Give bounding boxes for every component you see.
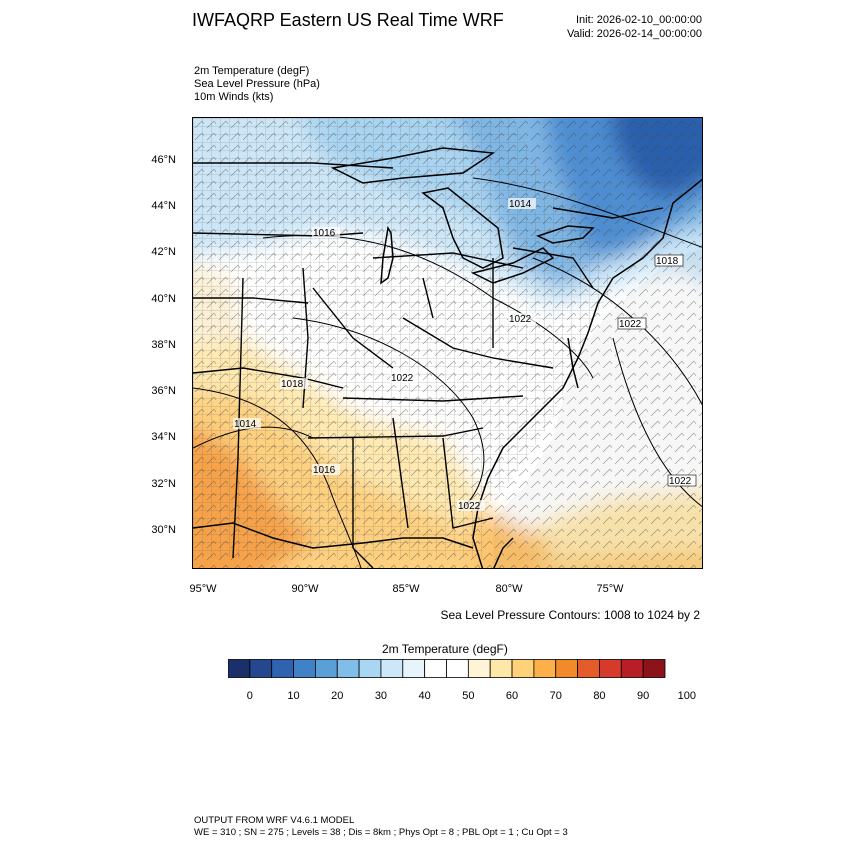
colorbar-swatch	[358, 659, 382, 678]
lat-tick-label: 44°N	[151, 200, 176, 212]
model-version: OUTPUT FROM WRF V4.6.1 MODEL	[194, 815, 355, 826]
run-info: Init: 2026-02-10_00:00:00 Valid: 2026-02…	[567, 13, 702, 41]
colorbar-swatch	[511, 659, 535, 678]
colorbar-swatch	[380, 659, 404, 678]
svg-text:1022: 1022	[391, 373, 414, 384]
isobar-label: 1014	[233, 418, 261, 430]
lat-tick-label: 34°N	[151, 431, 176, 443]
contour-note: Sea Level Pressure Contours: 1008 to 102…	[440, 608, 701, 622]
colorbar-swatch	[271, 659, 294, 678]
colorbar-swatch	[424, 659, 447, 678]
isobar-label: 1016	[312, 227, 340, 239]
lat-tick-label: 40°N	[151, 293, 176, 305]
colorbar-swatch	[446, 659, 469, 678]
colorbar-tick-label: 10	[287, 690, 300, 702]
map-canvas: 1014 1016 1018 1022 1022 1022 1018 1014 …	[193, 118, 702, 568]
colorbar-tick-label: 30	[374, 690, 388, 702]
svg-text:1022: 1022	[458, 501, 481, 512]
colorbar-tick-label: 40	[418, 690, 431, 702]
lat-tick-label: 46°N	[151, 154, 176, 166]
svg-text:1022: 1022	[619, 319, 642, 330]
svg-text:1014: 1014	[234, 419, 257, 430]
valid-time: Valid: 2026-02-14_00:00:00	[567, 28, 702, 40]
isobar-label: 1022	[667, 474, 697, 487]
colorbar-swatch	[315, 659, 338, 678]
lon-tick-label: 80°W	[495, 583, 523, 595]
colorbar-title: 2m Temperature (degF)	[382, 642, 508, 656]
colorbar-swatch	[599, 659, 622, 678]
isobar-label: 1018	[654, 254, 684, 267]
colorbar-tick-label: 0	[246, 690, 253, 702]
svg-text:1016: 1016	[313, 465, 336, 476]
isobar-label: 1022	[508, 313, 536, 325]
colorbar-tick-label: 70	[549, 690, 562, 702]
colorbar-tick-label: 90	[637, 690, 650, 702]
colorbar-swatch	[555, 659, 579, 678]
colorbar-swatch	[402, 659, 426, 678]
plot-title: IWFAQRP Eastern US Real Time WRF	[192, 10, 504, 30]
colorbar-swatch	[642, 659, 666, 678]
isobar-label: 1014	[508, 198, 536, 210]
field-pressure: Sea Level Pressure (hPa)	[194, 78, 320, 90]
colorbar-swatch	[293, 659, 316, 678]
lat-tick-label: 42°N	[151, 246, 176, 258]
colorbar-swatch	[577, 659, 600, 678]
init-time: Init: 2026-02-10_00:00:00	[576, 14, 702, 26]
lon-tick-label: 85°W	[392, 583, 420, 595]
lat-tick-label: 30°N	[151, 524, 176, 536]
colorbar-swatch	[533, 659, 557, 678]
coastline	[193, 147, 702, 568]
svg-text:1018: 1018	[281, 379, 304, 390]
colorbar-tick-label: 20	[331, 690, 344, 702]
svg-text:1022: 1022	[509, 314, 532, 325]
colorbar-swatch	[336, 659, 360, 678]
map-panel: 1014 1016 1018 1022 1022 1022 1018 1014 …	[192, 117, 703, 569]
wind-barbs	[193, 118, 702, 568]
field-list: 2m Temperature (degF) Sea Level Pressure…	[194, 65, 320, 104]
isobar-label: 1016	[312, 464, 340, 476]
isobar-labels: 1014 1016 1018 1022 1022 1022 1018 1014 …	[233, 198, 697, 512]
isobars	[193, 177, 702, 568]
field-temperature: 2m Temperature (degF)	[194, 65, 310, 77]
model-footer: OUTPUT FROM WRF V4.6.1 MODEL WE = 310 ; …	[194, 815, 568, 839]
lon-tick-label: 95°W	[189, 583, 217, 595]
svg-text:1016: 1016	[313, 228, 336, 239]
lat-tick-label: 38°N	[151, 339, 176, 351]
svg-text:1018: 1018	[656, 256, 679, 267]
colorbar-tick-label: 100	[677, 690, 697, 702]
isobar-label: 1022	[390, 372, 418, 384]
colorbar	[228, 659, 666, 678]
svg-text:1014: 1014	[509, 199, 532, 210]
colorbar-swatch	[249, 659, 273, 678]
isobar-label: 1022	[457, 500, 485, 512]
lon-tick-label: 75°W	[596, 583, 624, 595]
colorbar-tick-label: 60	[505, 690, 519, 702]
colorbar-swatch	[489, 659, 513, 678]
model-config: WE = 310 ; SN = 275 ; Levels = 38 ; Dis …	[194, 827, 568, 838]
lon-tick-label: 90°W	[291, 583, 319, 595]
lat-tick-label: 36°N	[151, 385, 176, 397]
colorbar-tick-label: 50	[462, 690, 475, 702]
colorbar-tick-label: 80	[593, 690, 606, 702]
isobar-label: 1018	[280, 378, 308, 390]
svg-text:1022: 1022	[669, 476, 692, 487]
field-winds: 10m Winds (kts)	[194, 91, 274, 103]
lat-tick-label: 32°N	[151, 478, 176, 490]
isobar-label: 1022	[617, 317, 647, 330]
colorbar-swatch	[228, 659, 251, 678]
colorbar-swatch	[467, 659, 491, 678]
colorbar-swatch	[620, 659, 644, 678]
